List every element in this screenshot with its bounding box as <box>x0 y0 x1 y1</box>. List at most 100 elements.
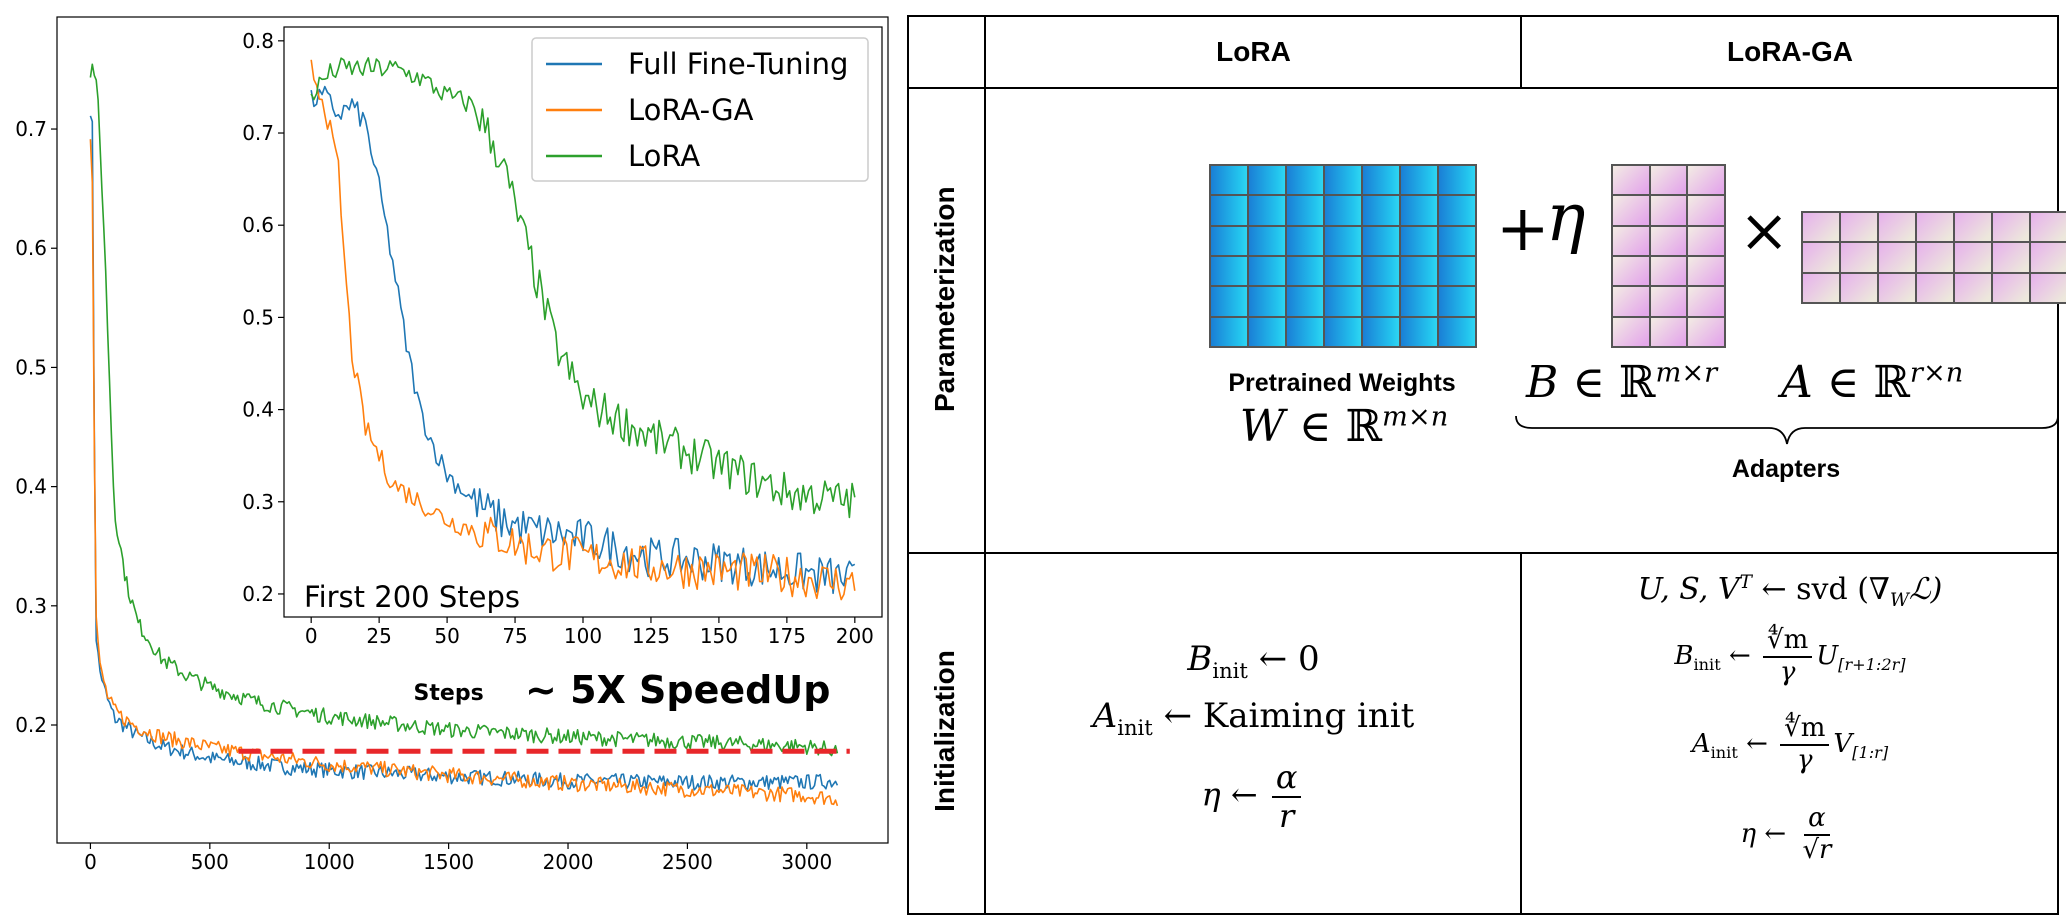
matrix-cell <box>1400 195 1438 226</box>
inset-x-tick-label: 75 <box>502 624 527 648</box>
loraga-a-range: [1:r] <box>1852 743 1889 763</box>
matrix-cell <box>1324 286 1362 317</box>
adapter-a-matrix <box>1801 211 2066 304</box>
matrix-cell <box>1687 256 1725 287</box>
matrix-cell <box>1954 212 1992 243</box>
b-symbol: B <box>1526 357 1559 408</box>
adapters-brace <box>1515 415 2059 445</box>
b-dimension-label: B ∈ ℝm×r <box>1526 357 1717 408</box>
matrix-cell <box>1286 195 1324 226</box>
matrix-cell <box>1649 316 1688 347</box>
inset-y-tick-label: 0.3 <box>242 490 274 514</box>
matrix-cell <box>1362 286 1400 317</box>
matrix-cell <box>1840 212 1878 243</box>
legend-label-0: Full Fine-Tuning <box>628 47 848 81</box>
lora-b-init-sub: init <box>1212 657 1248 683</box>
loraga-svd-formula: U, S, VT ← svd (∇Wℒ) <box>1522 572 2058 611</box>
lora-a-init-symbol: A <box>1092 696 1118 736</box>
matrix-cell <box>1992 212 2030 243</box>
matrix-cell <box>1286 256 1324 287</box>
lora-init-cell: Binit ← 0 Ainit ← Kaiming init η ← α r <box>986 554 1521 914</box>
w-dimension-label: W ∈ ℝm×n <box>1199 401 1489 452</box>
matrix-cell <box>2030 272 2066 303</box>
matrix-cell <box>1362 165 1400 196</box>
matrix-cell <box>1248 165 1286 196</box>
pretrained-weights-matrix <box>1209 164 1477 348</box>
matrix-cell <box>1286 286 1324 317</box>
main-x-tick-label: 500 <box>191 850 229 874</box>
matrix-cell <box>1400 256 1438 287</box>
loraga-b-symbol: B <box>1674 640 1694 671</box>
loraga-a-sub: init <box>1710 743 1738 763</box>
matrix-cell <box>1840 272 1878 303</box>
matrix-cell <box>1248 195 1286 226</box>
main-x-tick-label: 0 <box>84 850 97 874</box>
header-loraga-label: LoRA-GA <box>1727 36 1853 67</box>
matrix-cell <box>1438 195 1476 226</box>
loraga-init-cell: U, S, VT ← svd (∇Wℒ) Binit ← ∜m γ U[r+1:… <box>1522 554 2058 914</box>
loraga-b-sub: init <box>1693 655 1721 675</box>
matrix-cell <box>1362 225 1400 256</box>
inset-y-tick-label: 0.8 <box>242 29 274 53</box>
loraga-svd-rhs: ← svd (∇ <box>1761 572 1890 607</box>
matrix-cell <box>1687 165 1725 196</box>
lora-a-init-rhs: ← Kaiming init <box>1163 696 1415 736</box>
inset-legend <box>531 37 869 182</box>
speedup-annotation: ~ 5X SpeedUp <box>525 668 830 712</box>
w-dims: m×n <box>1382 401 1449 433</box>
matrix-cell <box>1954 242 1992 273</box>
matrix-cell <box>1649 195 1688 226</box>
main-y-tick-label: 0.7 <box>15 117 47 141</box>
matrix-cell <box>1612 316 1650 347</box>
matrix-cell <box>1210 256 1248 287</box>
matrix-cell <box>1438 165 1476 196</box>
inset-x-tick-label: 150 <box>700 624 738 648</box>
matrix-cell <box>1992 242 2030 273</box>
matrix-cell <box>2030 242 2066 273</box>
parameterization-cell: + η × Pretrained Weights W ∈ ℝm×n B ∈ ℝm… <box>986 89 2066 553</box>
matrix-cell <box>1400 286 1438 317</box>
loraga-b-range: [r+1:2r] <box>1838 655 1906 675</box>
lora-eta-den: r <box>1279 796 1295 835</box>
main-y-tick-label: 0.3 <box>15 594 47 618</box>
matrix-cell <box>1324 225 1362 256</box>
row-label-parameterization: Parameterization <box>929 186 960 412</box>
matrix-cell <box>1687 286 1725 317</box>
w-symbol: W <box>1239 401 1285 452</box>
matrix-cell <box>1649 225 1688 256</box>
eta-symbol: η <box>1546 179 1586 256</box>
matrix-cell <box>1878 212 1916 243</box>
main-y-tick-label: 0.5 <box>15 355 47 379</box>
main-x-tick-label: 1500 <box>423 850 474 874</box>
matrix-cell <box>1248 316 1286 347</box>
matrix-cell <box>1840 242 1878 273</box>
matrix-cell <box>1248 225 1286 256</box>
w-in-reals: ∈ ℝ <box>1298 401 1383 452</box>
loraga-eta-num: α <box>1804 803 1830 836</box>
matrix-cell <box>1612 165 1650 196</box>
loraga-b-arrow: ← <box>1728 640 1751 671</box>
matrix-cell <box>1687 195 1725 226</box>
b-dims: m×r <box>1655 357 1718 389</box>
matrix-cell <box>1210 286 1248 317</box>
lora-eta-formula: η ← α r <box>986 759 1521 835</box>
main-x-axis-label: Steps <box>414 681 484 706</box>
loraga-svd-sup: T <box>1739 572 1752 593</box>
matrix-cell <box>1612 286 1650 317</box>
loraga-svd-end: ℒ) <box>1909 572 1943 607</box>
inset-y-tick-label: 0.6 <box>242 213 274 237</box>
matrix-cell <box>1210 316 1248 347</box>
main-x-tick-label: 2000 <box>543 850 594 874</box>
inset-x-tick-label: 50 <box>434 624 459 648</box>
loraga-svd-lhs: U, S, V <box>1637 572 1740 607</box>
matrix-cell <box>1612 256 1650 287</box>
comparison-table: LoRA LoRA-GA Parameterization Initializa… <box>907 15 2066 915</box>
loss-chart-panel: 0 500 1000 1500 2000 2500 3000 0.2 0.3 0.4 0.5 0.6 0… <box>0 0 900 923</box>
plus-sign: + <box>1496 192 1550 266</box>
inset-y-tick-label: 0.5 <box>242 305 274 329</box>
lora-b-init-rhs: ← 0 <box>1258 639 1320 679</box>
matrix-cell <box>1878 272 1916 303</box>
matrix-cell <box>1916 272 1954 303</box>
legend-label-2: LoRA <box>628 139 700 173</box>
lora-eta-num: α <box>1271 759 1302 798</box>
